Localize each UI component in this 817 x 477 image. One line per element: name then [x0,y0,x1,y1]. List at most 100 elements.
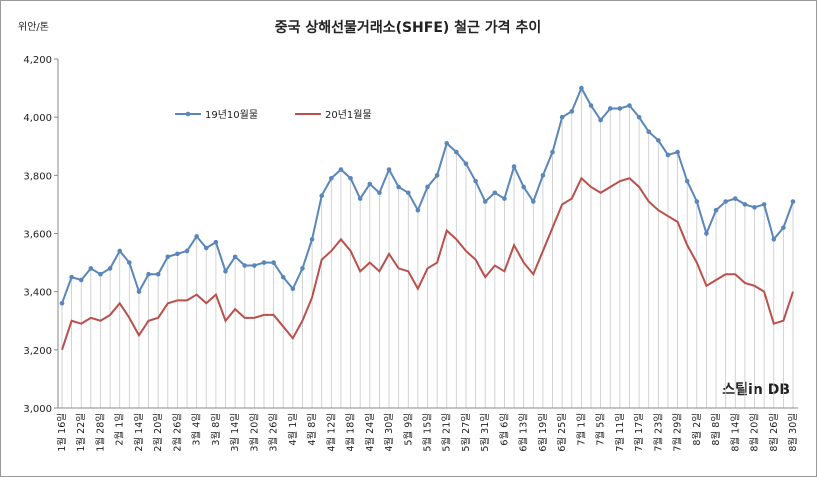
point [357,196,363,201]
chart-title: 중국 상해선물거래소(SHFE) 철근 가격 추이 [275,19,541,36]
point [107,266,113,271]
point [348,175,353,181]
point [165,254,171,260]
x-tick-label: 3월 14일 [229,413,241,452]
x-tick-label: 8월 8일 [710,413,722,446]
point [319,193,324,198]
x-tick-label: 5월 9일 [402,413,414,446]
point [627,103,632,108]
point [732,196,738,201]
x-tick-label: 8월 2일 [691,413,703,446]
point [280,274,286,280]
point [425,184,430,190]
point [579,85,584,91]
x-tick-label: 6월 19일 [537,413,549,452]
point [502,196,507,201]
point [175,251,180,257]
point [155,271,161,277]
point [646,129,652,135]
point [194,234,199,239]
point [482,199,488,204]
point [598,117,603,123]
point [386,167,392,172]
legend-label: 20년1월물 [325,109,372,121]
series-line [61,176,794,351]
point [98,271,103,277]
x-tick-label: 6월 6일 [498,413,510,446]
y-tick-label: 3,600 [23,230,52,241]
x-tick-label: 4월 8일 [306,413,318,446]
point [203,245,209,251]
watermark: 스틸in DB [722,382,790,398]
point [271,260,276,265]
point [550,149,555,155]
x-tick-label: 5월 21일 [441,413,453,452]
x-tick-label: 7월 5일 [595,413,607,446]
point [569,109,575,114]
x-tick-label: 5월 15일 [422,413,434,452]
x-tick-label: 5월 27일 [460,413,472,452]
point [694,199,700,204]
point [723,199,728,204]
point [607,106,613,111]
x-tick-label: 8월 20일 [749,413,761,452]
point [492,190,498,196]
point [665,152,671,158]
point [184,248,190,254]
point [59,301,65,306]
x-tick-label: 4월 12일 [325,413,337,452]
point [742,202,748,207]
x-tick-label: 1월 28일 [94,413,106,452]
x-tick-label: 8월 14일 [729,413,741,452]
point [405,190,411,196]
point [415,207,421,213]
x-tick-label: 8월 26일 [768,413,780,452]
point [790,199,796,204]
y-tick-label: 3,800 [23,171,52,182]
x-tick-label: 3월 26일 [268,413,280,452]
point [434,173,440,178]
x-tick-label: 7월 11일 [614,413,626,452]
x-tick-label: 2월 1일 [114,413,126,446]
x-tick-label: 5월 31일 [479,413,491,452]
point [463,161,469,166]
point [752,205,757,210]
x-tick-label: 4월 24일 [364,413,376,452]
point [329,175,334,181]
y-tick-label: 3,200 [23,346,52,357]
legend-label: 19년10월물 [205,109,258,121]
point [213,239,219,245]
point [588,103,594,108]
point [367,181,373,187]
point [675,149,680,155]
point [300,266,305,271]
point [136,289,142,294]
point [146,271,151,277]
x-tick-label: 4월 18일 [345,413,357,452]
x-tick-label: 7월 17일 [633,413,645,452]
point [684,178,690,184]
point [69,274,74,280]
point [636,114,642,120]
x-tick-label: 4월 1일 [287,413,299,446]
point [771,237,777,242]
point [761,202,767,207]
point [309,237,315,242]
point [232,254,238,260]
point [290,286,296,292]
point [396,184,401,190]
x-tick-label: 1월 22일 [75,413,87,452]
point [454,149,459,155]
point [242,263,248,268]
x-tick-label: 3월 8일 [210,413,222,446]
y-tick-label: 4,200 [23,55,52,66]
y-tick-label: 4,000 [23,113,52,124]
x-tick-label: 7월 23일 [652,413,664,452]
point [781,225,786,230]
point [617,106,623,111]
point [261,260,267,265]
y-unit: 위안/톤 [18,20,49,33]
x-tick-label: 8월 30일 [787,413,799,452]
x-tick-label: 4월 30일 [383,413,395,452]
